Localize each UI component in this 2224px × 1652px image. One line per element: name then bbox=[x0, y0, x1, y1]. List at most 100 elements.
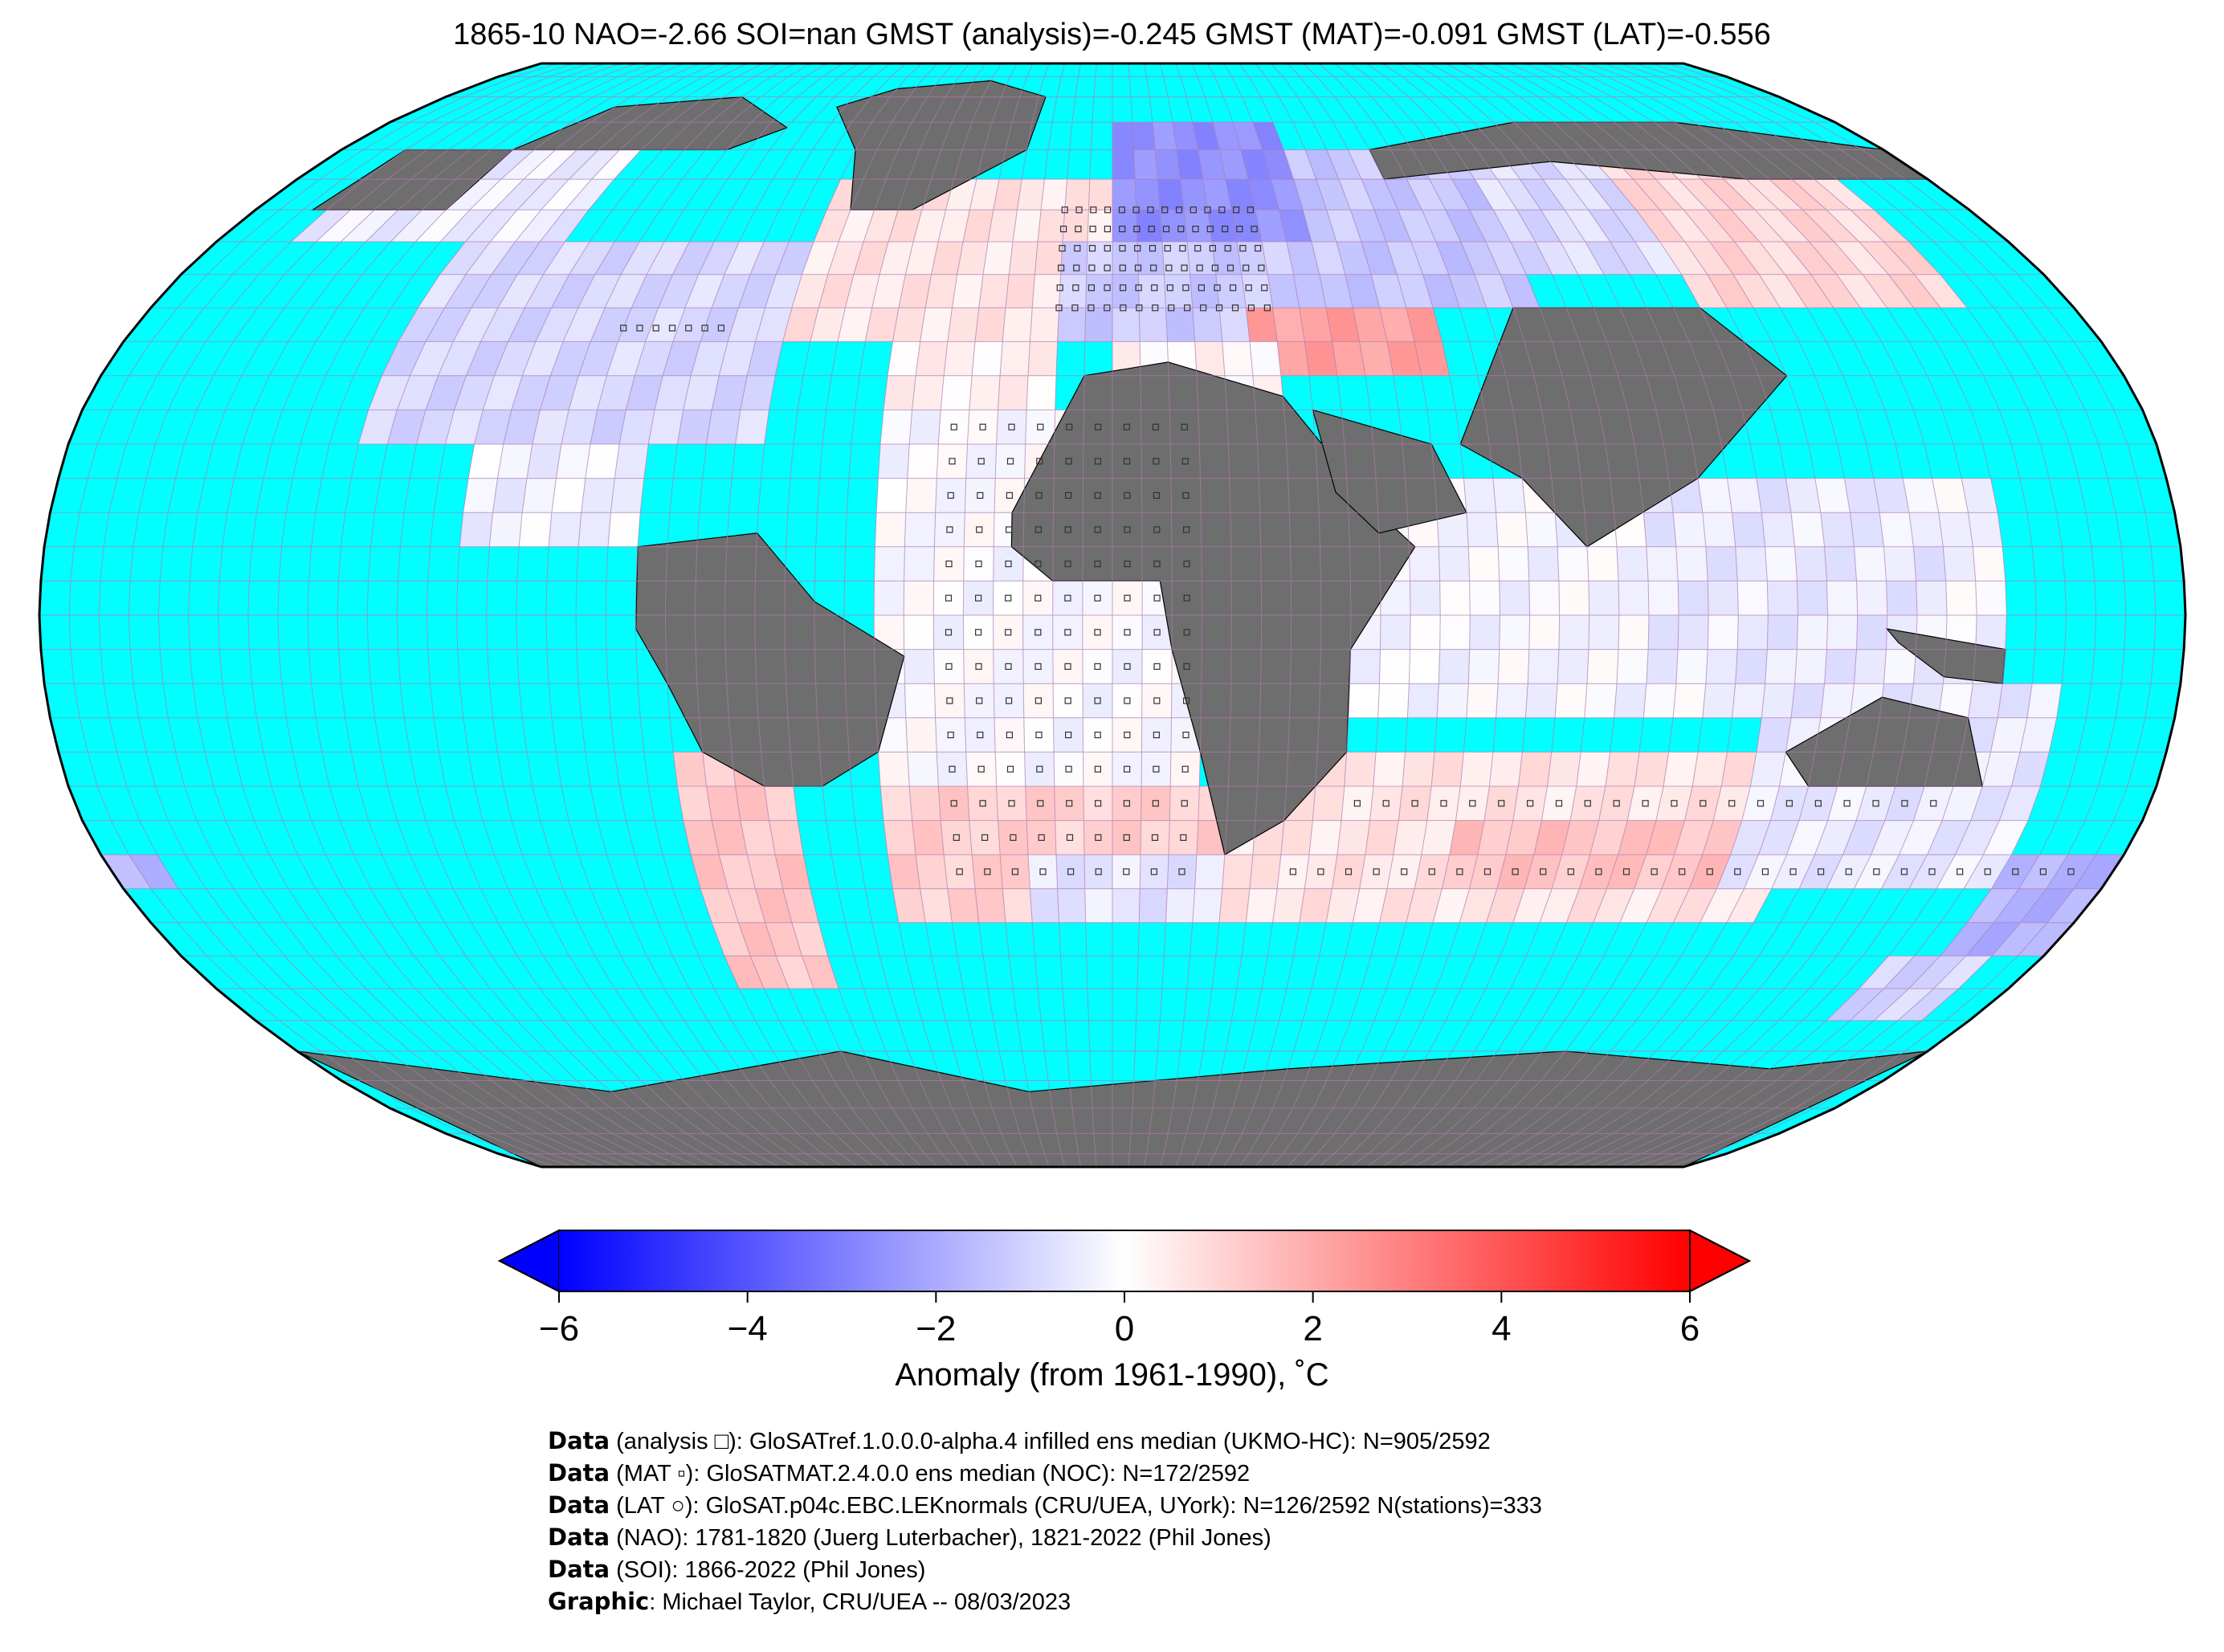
observation-marker bbox=[981, 834, 989, 842]
anomaly-cell bbox=[619, 410, 655, 444]
anomaly-cell bbox=[1528, 546, 1559, 581]
observation-marker bbox=[1071, 304, 1079, 312]
observation-marker bbox=[1373, 868, 1380, 875]
anomaly-cell bbox=[1410, 615, 1441, 650]
anomaly-cell bbox=[947, 888, 979, 923]
observation-marker bbox=[1147, 206, 1154, 214]
anomaly-cell bbox=[706, 410, 741, 444]
observation-marker bbox=[1247, 206, 1255, 214]
anomaly-cell bbox=[1933, 956, 1993, 989]
observation-marker bbox=[1008, 800, 1015, 807]
observation-marker bbox=[1221, 226, 1229, 233]
observation-marker bbox=[1149, 264, 1157, 271]
anomaly-cell bbox=[1810, 274, 1861, 308]
anomaly-cell bbox=[1460, 752, 1493, 786]
anomaly-cell bbox=[1312, 786, 1345, 821]
anomaly-cell bbox=[782, 888, 819, 923]
anomaly-cell bbox=[978, 274, 1010, 308]
anomaly-cell bbox=[1082, 581, 1112, 615]
credit-line: Data (analysis □): GloSATref.1.0.0.0-alp… bbox=[548, 1427, 1491, 1454]
observation-marker bbox=[1642, 800, 1649, 807]
anomaly-cell bbox=[1341, 786, 1373, 821]
anomaly-cell bbox=[1267, 274, 1300, 308]
anomaly-cell bbox=[1226, 179, 1255, 210]
anomaly-cell bbox=[1524, 855, 1562, 889]
anomaly-cell bbox=[1112, 820, 1141, 855]
colorbar-tick-label: −2 bbox=[916, 1309, 957, 1348]
anomaly-cell bbox=[1618, 581, 1649, 615]
anomaly-cell bbox=[1398, 210, 1436, 242]
anomaly-cell bbox=[1675, 546, 1708, 581]
anomaly-cell bbox=[1398, 786, 1432, 821]
anomaly-cell bbox=[1759, 274, 1807, 308]
anomaly-cell bbox=[934, 512, 965, 547]
observation-marker bbox=[2067, 868, 2075, 875]
observation-marker bbox=[1094, 492, 1101, 500]
observation-marker bbox=[1034, 663, 1042, 671]
observation-marker bbox=[1011, 868, 1019, 875]
anomaly-cell bbox=[581, 478, 615, 513]
observation-marker bbox=[1182, 731, 1190, 739]
anomaly-cell bbox=[1057, 888, 1086, 923]
anomaly-cell bbox=[426, 375, 467, 410]
anomaly-cell bbox=[1533, 820, 1570, 855]
observation-marker bbox=[946, 697, 953, 704]
anomaly-cell bbox=[916, 855, 948, 889]
anomaly-cell bbox=[1943, 546, 1976, 581]
anomaly-cell bbox=[698, 242, 740, 275]
observation-marker bbox=[1198, 284, 1206, 292]
anomaly-cell bbox=[1326, 149, 1362, 180]
observation-marker bbox=[977, 731, 984, 739]
observation-marker bbox=[1254, 245, 1262, 252]
anomaly-cell bbox=[1967, 888, 2019, 923]
anomaly-cell bbox=[519, 512, 552, 547]
anomaly-cell bbox=[1359, 341, 1394, 376]
observation-marker bbox=[1059, 226, 1067, 233]
observation-marker bbox=[1239, 245, 1247, 252]
anomaly-cell bbox=[1558, 615, 1589, 650]
anomaly-cell bbox=[577, 274, 621, 308]
observation-marker bbox=[1345, 868, 1353, 875]
anomaly-cell bbox=[543, 242, 590, 275]
observation-marker bbox=[1181, 458, 1189, 465]
anomaly-cell bbox=[1794, 546, 1827, 581]
observation-marker bbox=[1124, 629, 1131, 636]
anomaly-cell bbox=[938, 786, 969, 821]
anomaly-cell bbox=[1859, 956, 1915, 989]
colorbar-tick-label: −6 bbox=[538, 1309, 580, 1348]
observation-marker bbox=[1382, 800, 1389, 807]
observation-marker bbox=[1005, 526, 1013, 533]
anomaly-cell bbox=[700, 308, 739, 342]
anomaly-cell bbox=[1619, 888, 1662, 923]
anomaly-cell bbox=[1165, 308, 1195, 342]
observation-marker bbox=[1258, 264, 1265, 271]
anomaly-cell bbox=[769, 820, 804, 855]
observation-marker bbox=[1180, 834, 1187, 842]
anomaly-cell bbox=[1814, 179, 1875, 210]
observation-marker bbox=[1104, 226, 1112, 233]
observation-marker bbox=[1088, 264, 1096, 271]
anomaly-cell bbox=[1542, 179, 1589, 210]
anomaly-cell bbox=[1448, 274, 1487, 308]
anomaly-cell bbox=[1791, 512, 1825, 547]
colorbar-ticks bbox=[558, 1291, 1691, 1303]
anomaly-cell bbox=[410, 341, 454, 376]
observation-marker bbox=[979, 800, 986, 807]
anomaly-cell bbox=[1484, 786, 1519, 821]
anomaly-cell bbox=[1160, 210, 1187, 242]
observation-marker bbox=[1124, 560, 1131, 568]
anomaly-cell bbox=[935, 717, 966, 753]
anomaly-cell bbox=[606, 341, 646, 376]
anomaly-cell bbox=[1283, 149, 1316, 180]
anomaly-cell bbox=[1379, 888, 1415, 923]
anomaly-cell bbox=[969, 375, 1001, 410]
anomaly-cell bbox=[728, 888, 765, 923]
observation-marker bbox=[950, 423, 957, 430]
anomaly-cell bbox=[556, 444, 590, 479]
anomaly-cell bbox=[1138, 274, 1166, 308]
anomaly-cell bbox=[875, 512, 906, 547]
anomaly-cell bbox=[1908, 855, 1956, 889]
anomaly-cell bbox=[853, 242, 889, 275]
anomaly-cell bbox=[1734, 242, 1785, 275]
anomaly-cell bbox=[1141, 786, 1171, 821]
